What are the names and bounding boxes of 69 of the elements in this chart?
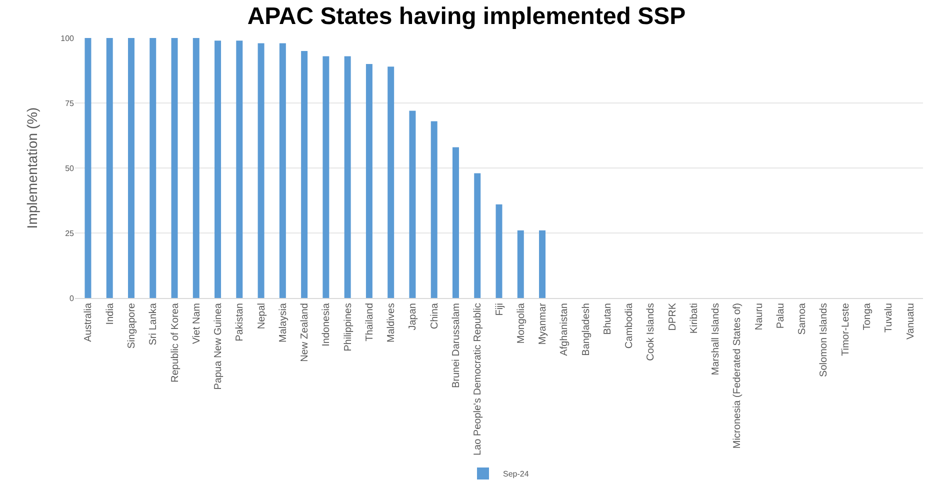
bar bbox=[236, 40, 243, 298]
x-tick-label: Australia bbox=[83, 302, 94, 342]
x-tick-label: Kiribati bbox=[688, 303, 700, 334]
bar bbox=[258, 43, 264, 298]
bar bbox=[84, 38, 92, 298]
bar bbox=[192, 38, 200, 298]
bar bbox=[496, 204, 502, 298]
y-tick-label: 0 bbox=[70, 294, 75, 303]
bar bbox=[452, 147, 459, 298]
bar bbox=[344, 56, 351, 298]
x-tick-label: Pakistan bbox=[234, 303, 246, 342]
bar bbox=[214, 40, 222, 298]
y-tick-label: 100 bbox=[60, 34, 75, 43]
x-tick-label: New Zealand bbox=[300, 303, 311, 362]
x-tick-label: Papua New Guinea bbox=[213, 302, 224, 390]
x-tick-label: Solomon Islands bbox=[818, 303, 830, 377]
x-tick-label: Thailand bbox=[364, 303, 376, 342]
x-tick-label: Myanmar bbox=[538, 302, 549, 345]
x-tick-label: Marshall Islands bbox=[710, 303, 722, 376]
x-tick-label: Afghanistan bbox=[559, 303, 570, 356]
x-tick-label: Japan bbox=[408, 303, 419, 330]
x-tick-label: Malaysia bbox=[278, 302, 289, 342]
bar bbox=[474, 173, 481, 298]
x-tick-label: Viet Nam bbox=[191, 303, 202, 344]
legend-label: Sep-24 bbox=[503, 470, 530, 479]
bar bbox=[106, 38, 113, 298]
x-tick-label: Maldives bbox=[386, 303, 398, 342]
bar bbox=[388, 66, 394, 298]
x-tick-label: Bhutan bbox=[602, 303, 614, 335]
x-tick-label: Nepal bbox=[256, 303, 268, 330]
x-tick-label: China bbox=[429, 302, 440, 330]
bar bbox=[539, 230, 546, 298]
x-tick-label: Timor-Leste bbox=[840, 302, 852, 356]
y-tick-label: 75 bbox=[65, 98, 75, 108]
x-tick-label: Fiji bbox=[494, 303, 506, 316]
x-tick-label: Micronesia (Federated States of) bbox=[732, 303, 744, 449]
x-tick-label: Cook Islands bbox=[646, 303, 657, 361]
x-tick-label: Mongolia bbox=[516, 302, 527, 344]
x-tick-label: Lao People's Democratic Republic bbox=[472, 303, 484, 456]
x-tick-label: Republic of Korea bbox=[170, 302, 181, 382]
bar bbox=[279, 43, 286, 298]
chart-title: APAC States having implemented SSP bbox=[247, 3, 686, 30]
bar bbox=[171, 38, 178, 298]
bar bbox=[366, 64, 372, 298]
x-tick-label: Philippines bbox=[342, 303, 354, 352]
y-tick-label: 50 bbox=[65, 164, 75, 173]
bar bbox=[301, 51, 308, 298]
x-tick-label: Singapore bbox=[126, 302, 138, 349]
x-tick-label: Nauru bbox=[754, 303, 765, 330]
y-axis-title: Implementation (%) bbox=[24, 107, 40, 229]
x-tick-label: Palau bbox=[775, 303, 786, 329]
x-tick-label: Tuvalu bbox=[884, 303, 895, 333]
x-tick-label: Brunei Darussalam bbox=[450, 303, 462, 388]
x-tick-label: India bbox=[104, 302, 116, 325]
x-tick-label: Sri Lanka bbox=[148, 302, 160, 346]
bar bbox=[322, 56, 330, 298]
bar bbox=[128, 38, 134, 298]
x-tick-label: Bangladesh bbox=[580, 303, 592, 356]
x-tick-label: Samoa bbox=[797, 302, 808, 335]
bar bbox=[517, 230, 524, 298]
bar bbox=[409, 110, 416, 298]
x-tick-label: Cambodia bbox=[624, 302, 636, 349]
x-tick-label: Vanuatu bbox=[905, 303, 916, 340]
y-tick-label: 25 bbox=[65, 228, 75, 238]
x-tick-label: Tonga bbox=[862, 302, 874, 330]
x-tick-label: DPRK bbox=[667, 302, 678, 331]
bar bbox=[150, 38, 156, 298]
bar bbox=[430, 121, 438, 298]
x-tick-label: Indonesia bbox=[321, 302, 332, 346]
